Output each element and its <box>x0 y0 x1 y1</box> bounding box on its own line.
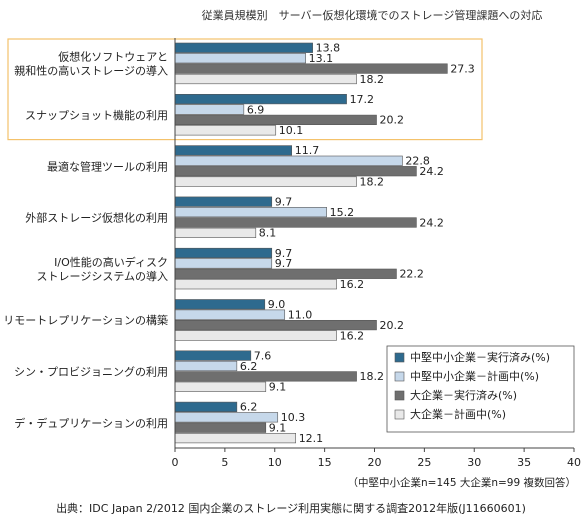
data-label: 9.1 <box>269 422 287 435</box>
bar <box>174 63 448 74</box>
bar <box>174 104 245 115</box>
category-label: ストレージシステムの導入 <box>37 269 168 283</box>
data-label: 18.2 <box>360 73 385 86</box>
data-label: 16.2 <box>340 278 365 291</box>
data-label: 17.2 <box>350 93 375 106</box>
data-label: 6.2 <box>240 401 258 414</box>
bar <box>174 176 357 187</box>
category-label: 最適な管理ツールの利用 <box>47 159 168 173</box>
bar <box>174 227 257 239</box>
bar <box>174 432 296 444</box>
bar <box>174 42 313 53</box>
category-label: スナップショット機能の利用 <box>25 108 168 122</box>
chart-title: 従業員規模別 サーバー仮想化環境でのストレージ管理課題への対応 <box>202 8 543 22</box>
legend-swatch <box>394 409 405 420</box>
bar <box>174 279 337 290</box>
x-axis: 0 5 10 15 20 25 30 35 40 <box>172 38 581 469</box>
legend-entry: 大企業－実行済み(%) <box>410 388 517 402</box>
bar <box>174 145 293 156</box>
x-tick-label: 0 <box>172 456 179 469</box>
bar <box>174 114 377 125</box>
data-label: 9.0 <box>268 298 286 311</box>
data-label: 22.8 <box>405 155 430 168</box>
category-label: 親和性の高いストレージの導入 <box>14 64 168 78</box>
data-label: 8.1 <box>259 227 277 240</box>
legend-box <box>386 345 575 433</box>
data-label: 12.1 <box>299 432 324 445</box>
x-tick-label: 30 <box>467 456 481 469</box>
data-label: 16.2 <box>340 329 365 342</box>
data-label: 7.6 <box>254 349 272 362</box>
data-label: 11.0 <box>288 309 313 322</box>
data-label: 24.2 <box>419 216 444 229</box>
data-label: 6.9 <box>247 103 265 116</box>
x-tick-label: 35 <box>517 456 531 469</box>
data-label: 9.7 <box>275 257 293 270</box>
bar <box>174 360 238 372</box>
category-label: 仮想化ソフトウェアと <box>58 50 168 64</box>
x-tick-label: 10 <box>268 456 282 469</box>
bar <box>174 299 266 310</box>
bar <box>174 155 403 166</box>
legend-entry: 中堅中小企業－実行済み(%) <box>410 350 550 364</box>
data-label: 20.2 <box>379 319 404 332</box>
data-label: 9.7 <box>275 247 293 260</box>
bar <box>174 381 267 392</box>
bar <box>174 247 273 259</box>
bar <box>174 125 277 136</box>
data-label: 24.2 <box>419 165 444 178</box>
bar <box>174 330 337 341</box>
category-label: I/O性能の高いディスク <box>54 255 168 269</box>
data-label: 9.7 <box>275 196 293 209</box>
legend: 中堅中小企業－実行済み(%) 中堅中小企業－計画中(%) 大企業－実行済み(%) 大企… <box>386 345 575 433</box>
data-label: 9.1 <box>269 381 287 394</box>
x-tick-label: 25 <box>417 456 431 469</box>
highlight-box <box>7 38 483 141</box>
data-label: 10.3 <box>281 411 306 424</box>
legend-swatch <box>394 390 405 401</box>
data-label: 20.2 <box>379 114 404 127</box>
x-tick-label: 40 <box>567 456 581 469</box>
category-label: デ・デュプリケーションの利用 <box>14 416 168 430</box>
data-label: 10.1 <box>279 124 304 137</box>
data-label: 11.7 <box>295 144 320 157</box>
x-tick-label: 20 <box>368 456 382 469</box>
bar <box>174 217 417 228</box>
bar <box>174 422 267 433</box>
data-label: 13.8 <box>316 42 341 55</box>
data-label: 22.2 <box>399 268 424 281</box>
data-label: 27.3 <box>450 62 475 75</box>
x-tick-label: 5 <box>221 456 228 469</box>
legend-entry: 大企業－計画中(%) <box>410 407 506 421</box>
bar <box>174 401 238 413</box>
bar <box>174 73 357 85</box>
highlight-box-layer <box>7 38 483 141</box>
data-label: 15.2 <box>330 206 355 219</box>
data-label: 13.1 <box>309 52 334 65</box>
legend-entry: 中堅中小企業－計画中(%) <box>410 369 539 383</box>
bar <box>174 53 306 64</box>
data-label: 6.2 <box>240 360 258 373</box>
data-label: 18.2 <box>360 370 385 383</box>
category-label: リモートレプリケーションの構築 <box>3 313 168 327</box>
bar <box>174 309 286 320</box>
bar <box>174 371 357 382</box>
bar <box>174 258 273 269</box>
legend-swatch <box>394 352 405 363</box>
x-tick-label: 15 <box>318 456 332 469</box>
bars-layer: 13.813.127.318.217.26.920.210.111.722.82… <box>174 42 475 445</box>
bar <box>174 207 327 218</box>
category-label: 外部ストレージ仮想化の利用 <box>25 211 168 225</box>
source-note: 出典：IDC Japan 2/2012 国内企業のストレージ利用実態に関する調査… <box>56 501 526 515</box>
bar <box>174 196 273 207</box>
category-labels: 仮想化ソフトウェアと親和性の高いストレージの導入スナップショット機能の利用最適な… <box>3 50 168 430</box>
category-label: シン・プロビジョニングの利用 <box>14 364 168 378</box>
bar <box>174 412 279 423</box>
sample-note: （中堅中小企業n=145 大企業n=99 複数回答） <box>348 476 576 489</box>
legend-swatch <box>394 371 405 382</box>
data-label: 18.2 <box>360 175 385 188</box>
